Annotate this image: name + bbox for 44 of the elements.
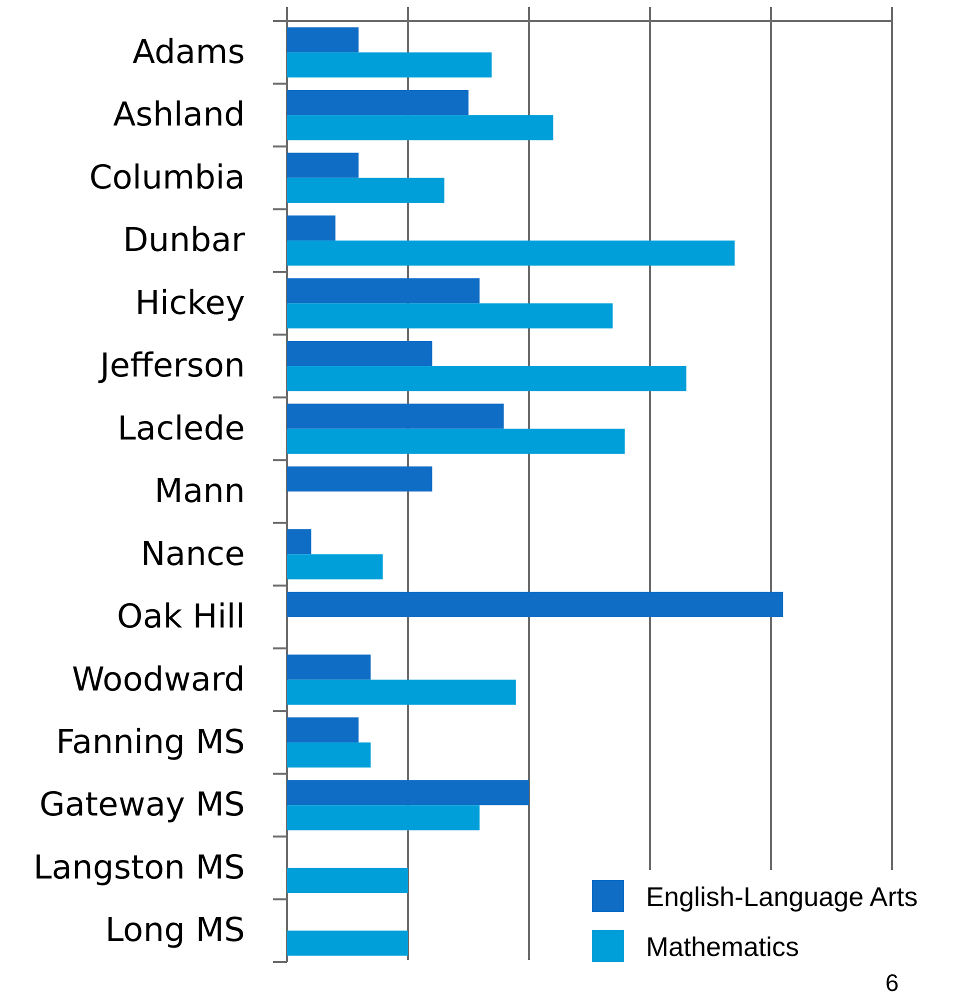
bar: [287, 930, 408, 956]
y-tick-label: Hickey: [135, 282, 245, 322]
y-tick-label: Adams: [132, 32, 245, 71]
y-tick-label: Ashland: [113, 94, 245, 134]
bar: [287, 404, 504, 429]
bar: [287, 52, 492, 78]
y-tick-label: Nance: [140, 534, 245, 573]
bar: [287, 780, 529, 806]
legend-label: Mathematics: [646, 932, 800, 962]
y-tick-label: Jefferson: [98, 346, 245, 385]
bar: [287, 90, 468, 116]
bar: [287, 278, 480, 304]
bar: [287, 466, 432, 492]
y-tick-label: Dunbar: [123, 220, 246, 260]
bar: [287, 27, 359, 52]
bar: [287, 742, 371, 768]
bar: [287, 178, 444, 203]
legend-label: English-Language Arts: [646, 882, 918, 912]
bar: [287, 805, 480, 830]
y-tick-label: Mann: [154, 471, 245, 510]
bar: [287, 554, 383, 580]
bar: [287, 868, 408, 893]
bar: [287, 592, 784, 617]
bar: [287, 215, 336, 241]
y-tick-label: Long MS: [105, 910, 245, 950]
y-tick-label: Oak Hill: [116, 596, 245, 636]
bar: [287, 680, 516, 705]
bar: [287, 240, 735, 266]
bar: [287, 115, 554, 140]
x-tick-label: 6: [885, 970, 899, 998]
y-tick-label: Gateway MS: [39, 784, 245, 824]
bar: [287, 717, 359, 742]
bar: [287, 152, 359, 178]
bar: [287, 654, 371, 680]
y-tick-label: Fanning MS: [56, 722, 245, 761]
bar: [287, 303, 613, 328]
bar: [287, 340, 432, 366]
y-tick-label: Columbia: [89, 157, 245, 196]
bar: [287, 529, 312, 554]
y-tick-label: Laclede: [118, 408, 245, 448]
y-tick-label: Langston MS: [33, 847, 245, 886]
bar: [287, 366, 686, 392]
bar: [287, 428, 625, 454]
y-tick-label: Woodward: [72, 659, 245, 698]
